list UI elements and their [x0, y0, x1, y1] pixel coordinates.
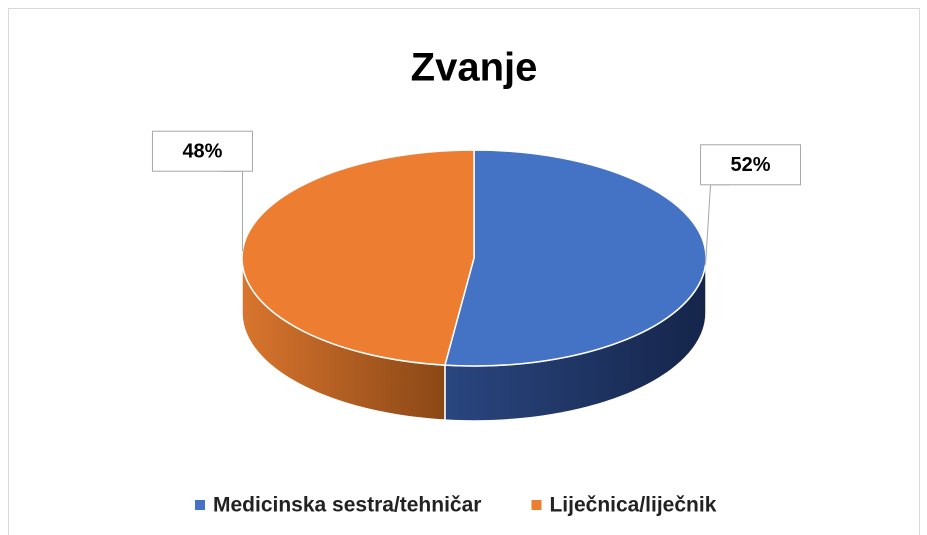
- legend-swatch: [531, 500, 542, 510]
- label-box: [700, 144, 802, 186]
- label-box: [151, 130, 253, 172]
- legend-label: Liječnica/liječnik: [549, 494, 716, 517]
- data-label: 52%: [731, 154, 771, 176]
- data-label: 48%: [182, 140, 222, 162]
- slice: [241, 149, 475, 366]
- chart-title: Zvanje: [411, 46, 538, 90]
- legend-label: Medicinska sestra/tehničar: [213, 494, 481, 517]
- legend-swatch: [195, 500, 205, 510]
- legend: Medicinska sestra/tehničar Liječnica/lije…: [195, 494, 717, 517]
